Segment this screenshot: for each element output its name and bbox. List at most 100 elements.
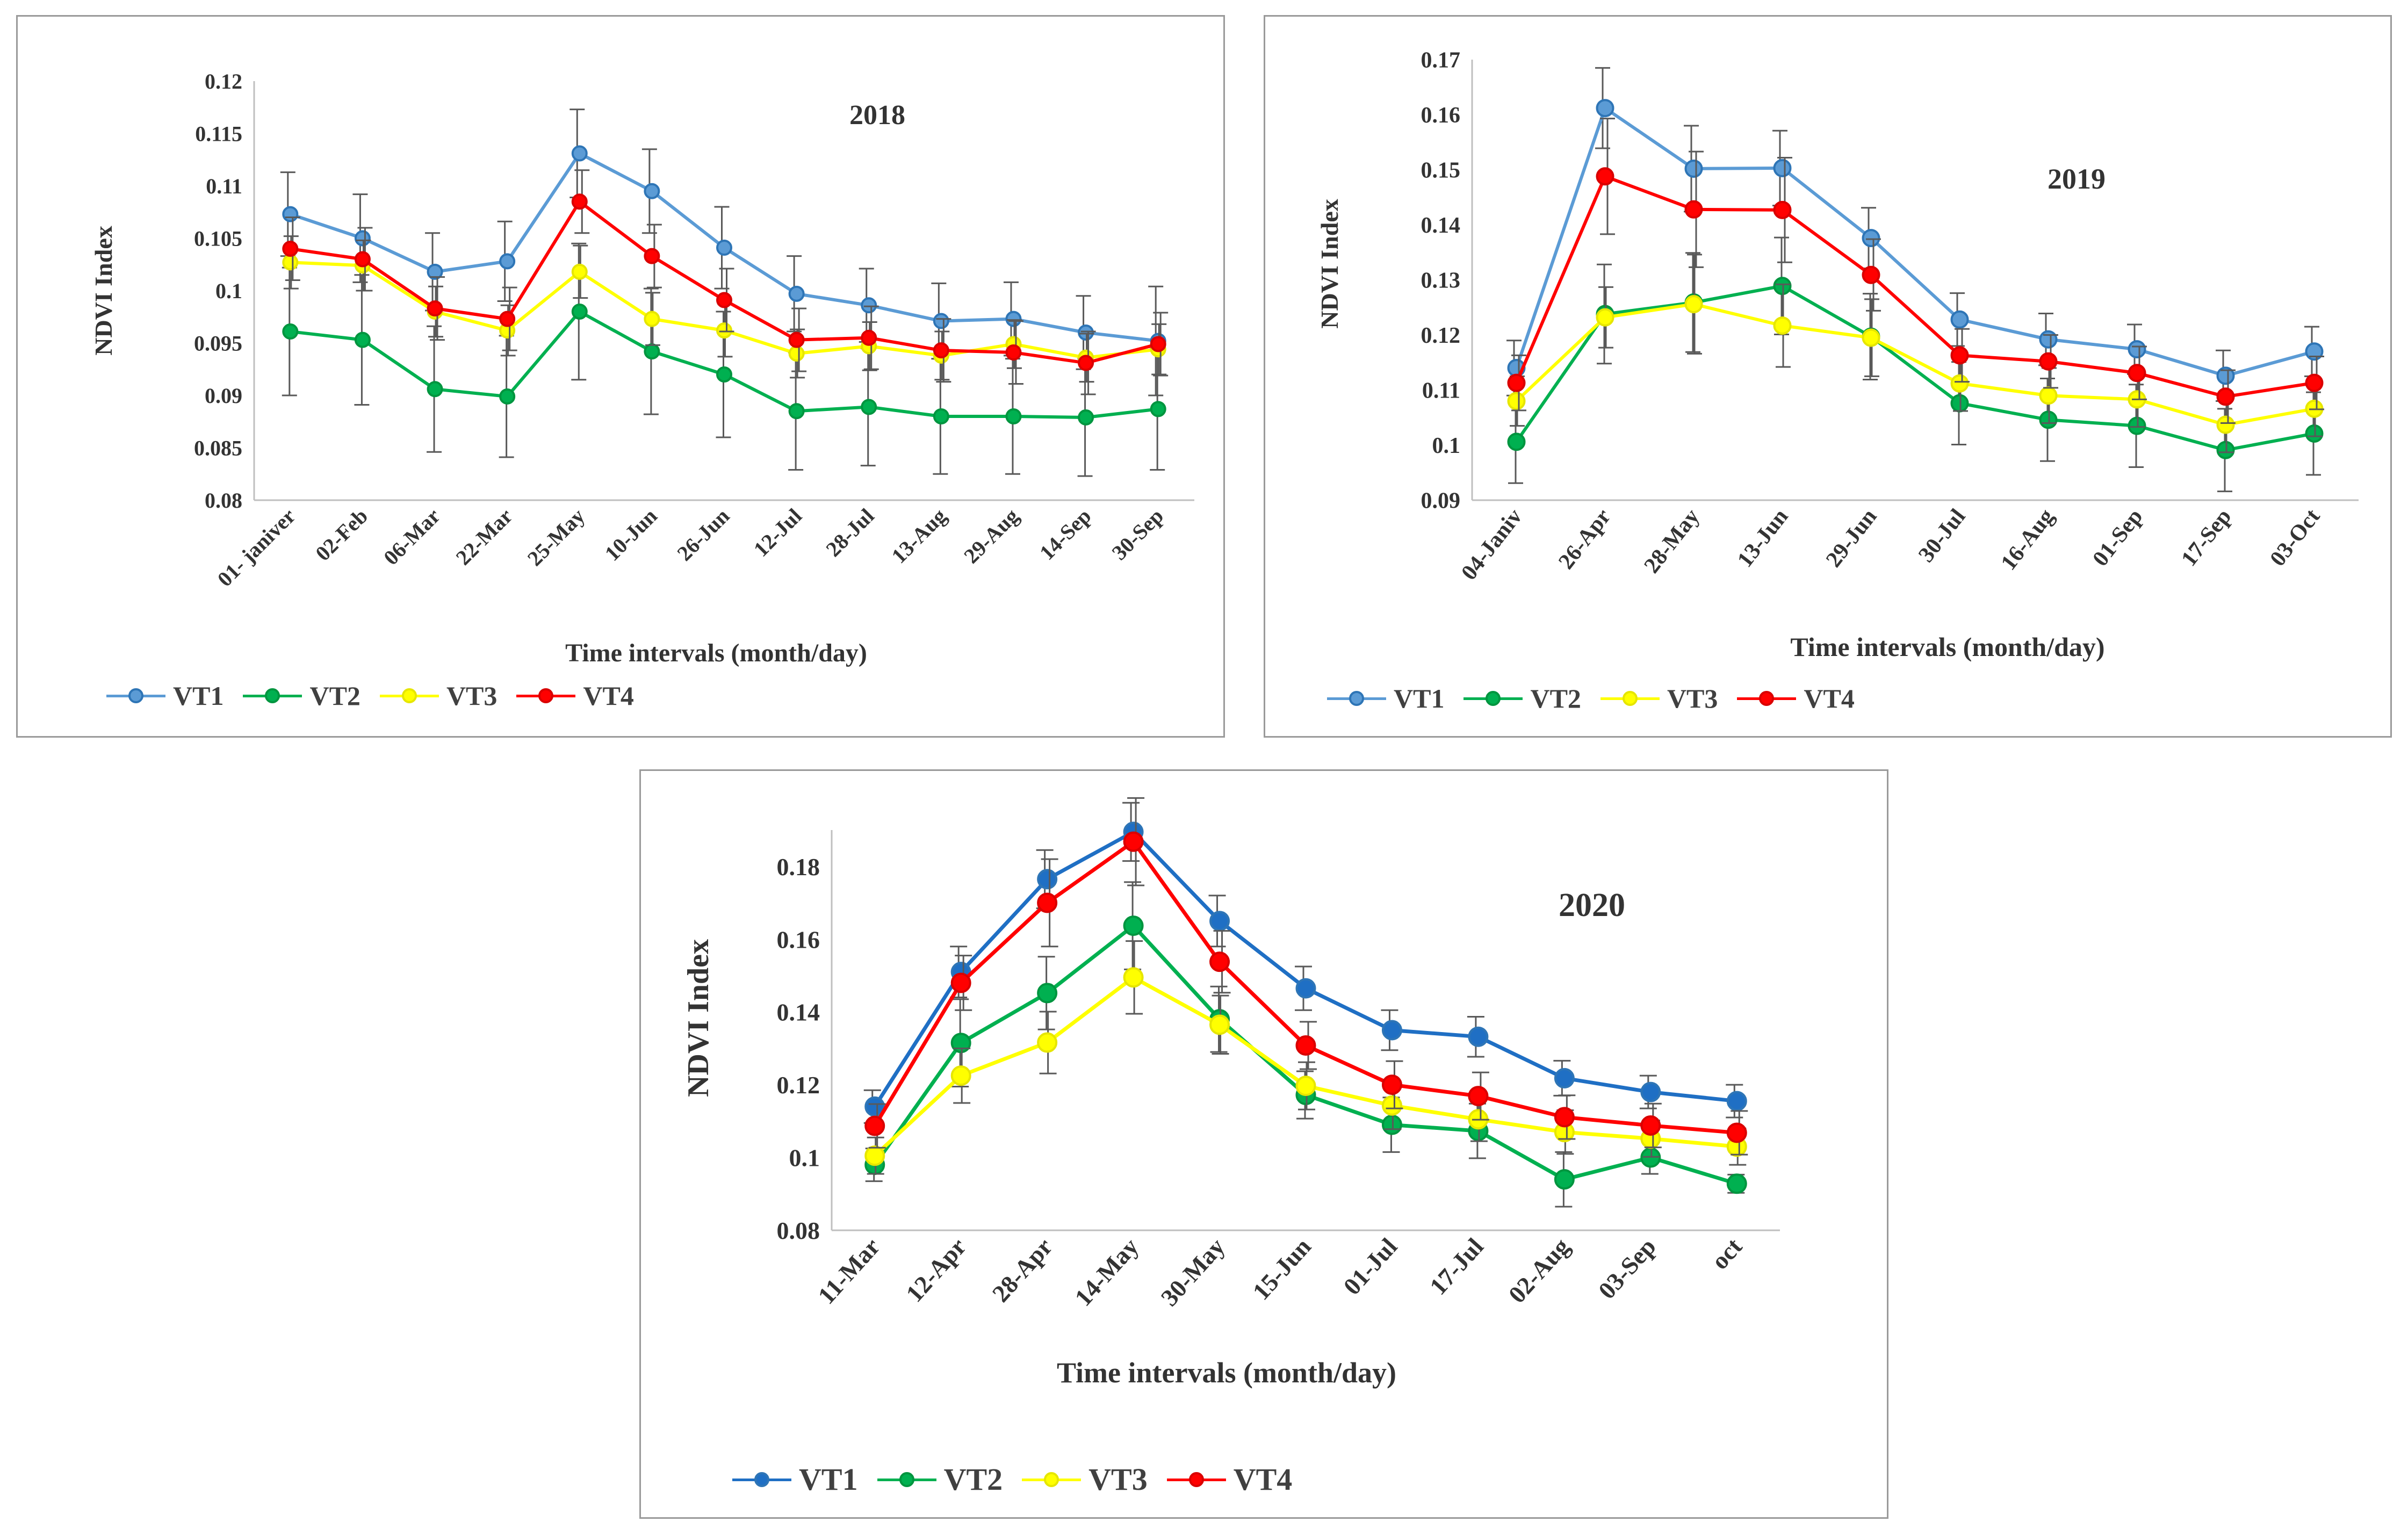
series-vt4 (282, 169, 1169, 395)
x-tick-label: 30-May (1156, 1233, 1230, 1311)
legend-2020: VT1 VT2 VT3 VT4 (732, 1461, 1311, 1497)
legend-label: VT1 (173, 681, 224, 711)
legend-swatch (516, 685, 576, 706)
legend-swatch (1600, 688, 1660, 709)
data-point (2039, 386, 2058, 405)
data-point (1123, 967, 1144, 988)
x-tick-label: 03-Oct (2265, 504, 2325, 571)
data-point (1381, 1075, 1402, 1095)
chart-2019: 0.09 0.1 0.11 0.12 0.13 0.14 0.15 0.16 0.17 04-Ja… (1316, 48, 2359, 662)
data-point (1381, 1020, 1402, 1041)
legend-item-vt3: VT3 (1600, 683, 1718, 714)
x-tick-label: 01-Jul (1338, 1233, 1402, 1300)
data-point (571, 193, 588, 210)
chart-2020: 0.08 0.1 0.12 0.14 0.16 0.18 11-Mar 12-Apr 28-Ap… (682, 797, 1780, 1389)
legend-label: VT1 (1394, 683, 1445, 713)
legend-item-vt2: VT2 (243, 680, 361, 711)
data-point (1862, 265, 1880, 284)
legend-2019: VT1 VT2 VT3 VT4 (1327, 683, 1874, 714)
data-point (2039, 352, 2058, 371)
data-point (427, 263, 443, 280)
data-point (1037, 983, 1058, 1004)
data-point (2305, 373, 2324, 392)
x-tick-label: 17-Sep (2176, 504, 2236, 571)
data-point (354, 331, 371, 348)
data-point (1150, 401, 1166, 417)
y-tick-label: 0.08 (777, 1217, 820, 1244)
legend-label: VT4 (583, 681, 634, 711)
data-point (1726, 1173, 1747, 1194)
data-point (1209, 911, 1230, 932)
data-point (1078, 355, 1094, 371)
data-point (1684, 200, 1703, 219)
data-point (1726, 1091, 1747, 1112)
legend-item-vt3: VT3 (1022, 1461, 1148, 1497)
data-point (1295, 1035, 1316, 1056)
x-tick-label: 01- janiver (213, 504, 300, 592)
y-tick-label: 0.09 (205, 384, 242, 408)
series-vt1 (1506, 67, 2324, 402)
y-tick-label: 0.12 (777, 1071, 820, 1099)
data-point (571, 145, 588, 162)
legend-label: VT3 (1088, 1462, 1148, 1497)
chart-title: 2018 (849, 100, 905, 131)
data-point (1295, 1076, 1316, 1097)
data-point (2305, 342, 2324, 361)
legend-item-vt1: VT1 (732, 1461, 858, 1497)
data-point (933, 408, 949, 424)
data-point (1209, 951, 1230, 972)
legend-swatch (877, 1469, 936, 1490)
x-tick-label: 12-Apr (900, 1233, 971, 1308)
data-point (1468, 1026, 1489, 1047)
legend-label: VT4 (1804, 683, 1855, 713)
data-point (1554, 1169, 1575, 1190)
series-line-vt3 (1515, 302, 2315, 427)
y-tick-label: 0.1 (789, 1144, 820, 1172)
data-point (2128, 364, 2146, 383)
legend-item-vt3: VT3 (379, 680, 497, 711)
legend-2018: VT1 VT2 VT3 VT4 (106, 680, 653, 711)
data-point (1381, 1095, 1402, 1116)
data-point (571, 304, 588, 320)
x-tick-label: 06-Mar (379, 504, 445, 570)
legend-label: VT2 (309, 681, 361, 711)
data-point (2216, 415, 2235, 434)
data-point (1773, 200, 1792, 219)
chart-panel-2018: 0.08 0.085 0.09 0.095 0.1 0.105 0.11 0.115 0.12 0… (16, 15, 1225, 738)
x-tick-label: 02-Feb (311, 504, 372, 566)
data-point (1773, 158, 1792, 177)
y-tick-label: 0.16 (777, 926, 820, 953)
x-tick-label: 25-May (523, 504, 590, 571)
x-tick-label: 13-Aug (886, 504, 951, 568)
data-point (788, 331, 805, 348)
legend-swatch (1463, 688, 1523, 709)
data-point (1596, 308, 1614, 327)
data-point (1596, 99, 1614, 118)
data-point (1005, 344, 1022, 361)
y-axis-label: NDVI Index (90, 226, 117, 356)
legend-label: VT2 (943, 1462, 1003, 1497)
data-point (861, 297, 877, 314)
data-point (1123, 831, 1144, 852)
legend-item-vt1: VT1 (1327, 683, 1444, 714)
x-tick-label: 04-Janiv (1457, 504, 1527, 585)
data-point (1773, 316, 1792, 335)
data-point (1507, 373, 1526, 392)
data-point (788, 345, 805, 362)
data-point (1684, 159, 1703, 178)
chart-panel-2019: 0.09 0.1 0.11 0.12 0.13 0.14 0.15 0.16 0.17 04-Ja… (1264, 15, 2392, 738)
legend-label: VT1 (799, 1462, 858, 1497)
data-point (1950, 374, 1969, 393)
data-point (282, 254, 299, 271)
data-point (1862, 328, 1880, 347)
legend-label: VT3 (1667, 683, 1718, 713)
x-tick-label: 29-Aug (959, 504, 1023, 568)
data-point (1554, 1107, 1575, 1128)
y-tick-label: 0.1 (1432, 434, 1461, 458)
data-point (1507, 432, 1526, 451)
data-point (950, 1065, 971, 1086)
legend-swatch (1022, 1469, 1082, 1490)
data-point (644, 183, 660, 199)
series-vt3 (864, 940, 1747, 1175)
legend-item-vt4: VT4 (1166, 1461, 1292, 1497)
